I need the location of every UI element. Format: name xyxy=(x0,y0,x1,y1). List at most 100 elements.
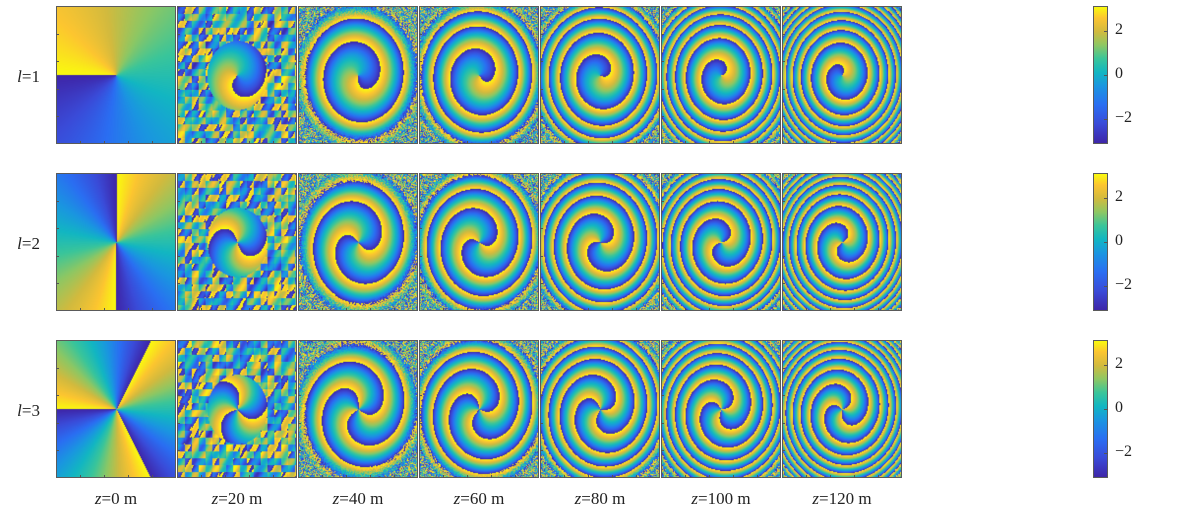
column-label-3: z=40 m xyxy=(332,489,384,508)
colorbar-tick-label: 0 xyxy=(1115,232,1123,249)
phase-map xyxy=(541,174,659,310)
axis-tick xyxy=(491,308,492,311)
row-label-1: l=1 xyxy=(17,67,40,86)
axis-tick xyxy=(878,475,879,478)
axis-tick xyxy=(273,475,274,478)
axis-tick xyxy=(419,256,422,257)
phase-panel-row1-col3 xyxy=(298,6,418,144)
axis-tick xyxy=(515,141,516,144)
axis-tick xyxy=(346,475,347,478)
axis-tick xyxy=(201,308,202,311)
phase-map xyxy=(299,174,417,310)
axis-tick xyxy=(419,423,422,424)
axis-tick xyxy=(104,141,105,144)
axis-tick xyxy=(273,141,274,144)
axis-tick xyxy=(419,368,422,369)
axis-tick xyxy=(757,308,758,311)
axis-tick xyxy=(419,89,422,90)
axis-tick xyxy=(56,395,59,396)
axis-tick xyxy=(830,475,831,478)
axis-tick xyxy=(394,308,395,311)
axis-tick xyxy=(177,450,180,451)
axis-tick xyxy=(225,475,226,478)
axis-tick xyxy=(540,450,543,451)
axis-tick xyxy=(830,308,831,311)
axis-tick xyxy=(419,116,422,117)
axis-tick xyxy=(298,423,301,424)
phase-panel-row2-col1 xyxy=(56,173,176,311)
axis-tick xyxy=(394,475,395,478)
phase-map xyxy=(541,341,659,477)
axis-tick xyxy=(661,423,664,424)
phase-panel-row1-col4 xyxy=(419,6,539,144)
axis-tick xyxy=(636,141,637,144)
colorbar-tick-label: 0 xyxy=(1115,399,1123,416)
axis-tick xyxy=(225,141,226,144)
axis-tick xyxy=(128,141,129,144)
axis-tick xyxy=(419,61,422,62)
axis-tick xyxy=(661,368,664,369)
colorbar-tick xyxy=(1104,365,1108,366)
axis-tick xyxy=(491,141,492,144)
phase-map xyxy=(662,341,780,477)
phase-panel-row2-col4 xyxy=(419,173,539,311)
axis-tick xyxy=(443,141,444,144)
axis-tick xyxy=(56,201,59,202)
axis-tick xyxy=(878,141,879,144)
axis-tick xyxy=(298,228,301,229)
phase-panel-row3-col6 xyxy=(661,340,781,478)
axis-tick xyxy=(612,308,613,311)
phase-panel-row3-col7 xyxy=(782,340,902,478)
axis-tick xyxy=(661,201,664,202)
phase-panel-row1-col2 xyxy=(177,6,297,144)
axis-tick xyxy=(225,308,226,311)
axis-tick xyxy=(782,283,785,284)
axis-tick xyxy=(346,141,347,144)
axis-tick xyxy=(177,34,180,35)
axis-tick xyxy=(661,89,664,90)
column-label-2: z=20 m xyxy=(211,489,263,508)
axis-tick xyxy=(443,475,444,478)
axis-tick xyxy=(782,395,785,396)
axis-tick xyxy=(322,141,323,144)
axis-tick xyxy=(830,141,831,144)
axis-tick xyxy=(419,395,422,396)
axis-tick xyxy=(661,61,664,62)
axis-tick xyxy=(782,256,785,257)
axis-tick xyxy=(540,423,543,424)
axis-tick xyxy=(661,228,664,229)
axis-tick xyxy=(419,34,422,35)
colorbar-tick-label: −2 xyxy=(1115,443,1133,460)
axis-tick xyxy=(540,201,543,202)
axis-tick xyxy=(733,141,734,144)
axis-tick xyxy=(322,475,323,478)
axis-tick xyxy=(854,308,855,311)
axis-tick xyxy=(709,141,710,144)
axis-tick xyxy=(249,475,250,478)
axis-tick xyxy=(419,283,422,284)
phase-panel-row3-col5 xyxy=(540,340,660,478)
axis-tick xyxy=(854,475,855,478)
axis-tick xyxy=(733,475,734,478)
axis-tick xyxy=(370,308,371,311)
axis-tick xyxy=(661,116,664,117)
axis-tick xyxy=(782,423,785,424)
phase-panel-row3-col2 xyxy=(177,340,297,478)
axis-tick xyxy=(56,116,59,117)
axis-tick xyxy=(298,395,301,396)
axis-tick xyxy=(177,228,180,229)
axis-tick xyxy=(152,308,153,311)
axis-tick xyxy=(419,228,422,229)
phase-map xyxy=(662,174,780,310)
axis-tick xyxy=(370,141,371,144)
axis-tick xyxy=(564,475,565,478)
axis-tick xyxy=(104,475,105,478)
phase-map xyxy=(662,7,780,143)
phase-map xyxy=(783,341,901,477)
colorbar-tick xyxy=(1104,242,1108,243)
axis-tick xyxy=(177,368,180,369)
axis-tick xyxy=(467,475,468,478)
axis-tick xyxy=(612,141,613,144)
axis-tick xyxy=(56,34,59,35)
